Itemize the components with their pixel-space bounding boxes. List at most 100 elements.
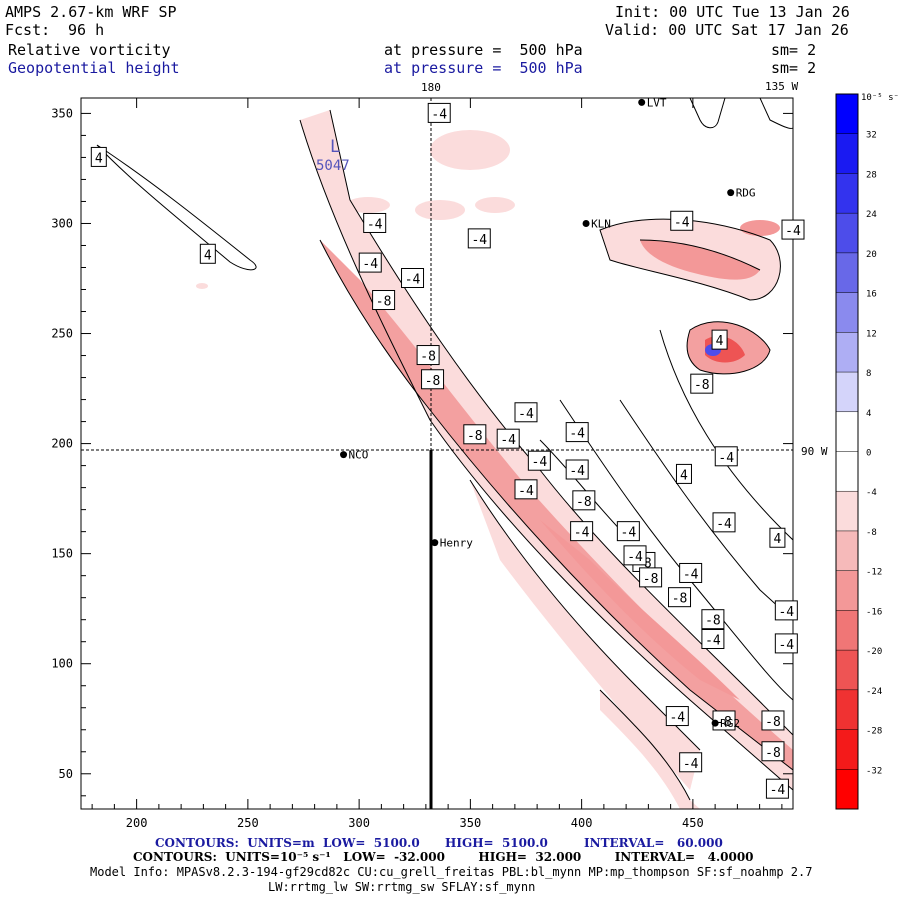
contour-label-text: -4 — [569, 464, 585, 479]
station-kln: KLN — [582, 217, 611, 230]
contour-label-box — [774, 633, 798, 654]
coastline-path — [689, 97, 726, 129]
station-label: Henry — [440, 537, 473, 550]
colorbar-units: 10⁻⁵ s⁻¹ — [861, 93, 900, 103]
contour-label: -8 — [701, 609, 725, 630]
colorbar-tick-label: -32 — [866, 766, 882, 776]
contour-label: -8 — [416, 345, 440, 366]
colorbar-segment — [836, 94, 858, 135]
contour-line-l — [639, 239, 761, 271]
contour-label: -4 — [701, 629, 725, 650]
colorbar-tick-label: 16 — [866, 290, 877, 300]
contour-label-box — [679, 562, 703, 583]
lon-label-180: 180 — [421, 81, 441, 94]
colorbar-segment — [836, 530, 858, 572]
contour-label-box — [527, 450, 551, 471]
vorticity-band-core — [320, 240, 793, 770]
colorbar-segment — [836, 292, 858, 333]
contour-label-text: -4 — [770, 783, 786, 798]
contour-label-box — [675, 463, 692, 484]
contour-line-h — [96, 144, 257, 271]
contour-label-text: -4 — [716, 517, 732, 532]
contour-label-text: -4 — [674, 215, 690, 230]
contour-label-text: -8 — [672, 592, 688, 607]
footer-model-info: Model Info: MPASv8.2.3-194-gf29cd82c CU:… — [90, 865, 813, 879]
plot-fill-layer — [196, 110, 793, 809]
vorticity-band-inner — [540, 520, 740, 700]
station-rdg: RDG — [727, 187, 756, 200]
contour-label-text: -4 — [500, 433, 516, 448]
contour-label: -4 — [670, 210, 694, 231]
contour-label: -4 — [565, 459, 589, 480]
contour-label-text: -4 — [569, 427, 585, 442]
forecast-label: Fcst: — [5, 21, 51, 39]
contour-label-text: -4 — [621, 526, 637, 541]
contour-label-text: -4 — [705, 634, 721, 649]
y-tick-label: 350 — [51, 106, 73, 120]
field2-name: Geopotential height — [8, 59, 180, 77]
station-marker — [582, 219, 590, 227]
colorbar-tick-label: -24 — [866, 687, 882, 697]
colorbar-tick-label: 8 — [866, 369, 871, 379]
contour-label-text: 4 — [204, 248, 212, 263]
contour-label-box — [769, 527, 786, 548]
contour-label-box — [639, 567, 663, 588]
footer-physics-info: LW:rrtmg_lw SW:rrtmg_sw SFLAY:sf_mynn — [268, 880, 536, 894]
station-layer: NCO Henry KLN RDG LVT RG2 — [340, 96, 756, 730]
contour-label-box — [665, 706, 689, 727]
colorbar-segment — [836, 173, 858, 214]
x-tick-label: 400 — [571, 816, 593, 830]
contour-label: -8 — [639, 567, 663, 588]
station-lvt: LVT — [638, 96, 667, 109]
contour-label: -4 — [427, 102, 451, 123]
colorbar-tick-label: 12 — [866, 329, 877, 339]
contour-line-c — [319, 239, 793, 771]
contour-label-text: -8 — [467, 429, 483, 444]
contour-label: -4 — [514, 479, 538, 500]
contour-label: -4 — [679, 562, 703, 583]
contour-label-box — [514, 402, 538, 423]
x-tick-label: 450 — [682, 816, 704, 830]
station-marker — [727, 189, 735, 197]
colorbar-tick-label: 20 — [866, 250, 877, 260]
lon-label-135w: 135 W — [765, 80, 798, 93]
contour-label-text: -8 — [425, 374, 441, 389]
contour-label-box — [670, 210, 694, 231]
x-tick-label: 200 — [126, 816, 148, 830]
contour-label-box — [616, 521, 640, 542]
colorbar-segment — [836, 769, 858, 810]
x-tick-label: 250 — [237, 816, 259, 830]
vorticity-blob-north — [430, 130, 510, 170]
contour-label: -4 — [467, 228, 491, 249]
contour-label-box — [90, 146, 107, 167]
valid-time: Valid: 00 UTC Sat 17 Jan 26 — [605, 21, 849, 39]
colorbar-tick-label: 32 — [866, 131, 877, 141]
contour-label-box — [701, 609, 725, 630]
contour-label-text: -4 — [683, 757, 699, 772]
contour-label: -4 — [570, 521, 594, 542]
station-nco: NCO — [340, 449, 368, 462]
colorbar-segment — [836, 689, 858, 731]
contour-label: -4 — [565, 422, 589, 443]
contour-label: -4 — [514, 402, 538, 423]
coastline — [689, 97, 794, 129]
contour-label: -4 — [363, 212, 387, 233]
y-tick-label: 200 — [51, 437, 73, 451]
contour-label-box — [623, 545, 647, 566]
contour-label-text: -8 — [643, 572, 659, 587]
vorticity-blob-north3 — [475, 197, 515, 213]
field2-level: at pressure = 500 hPa — [384, 59, 583, 77]
contour-label-text: -4 — [532, 455, 548, 470]
colorbar-tick-label: -4 — [866, 488, 877, 498]
contour-line-m — [599, 689, 691, 801]
contour-label-box — [427, 102, 451, 123]
y-tick-label: 250 — [51, 327, 73, 341]
station-marker — [340, 451, 348, 459]
contour-label-text: -8 — [705, 614, 721, 629]
colorbar-tick-label: -16 — [866, 607, 882, 617]
contour-label-text: 4 — [95, 151, 103, 166]
contour-label-text: -8 — [765, 715, 781, 730]
colorbar-segment — [836, 411, 858, 452]
vorticity-band-main — [300, 110, 793, 790]
contour-label-text: 4 — [680, 468, 688, 483]
